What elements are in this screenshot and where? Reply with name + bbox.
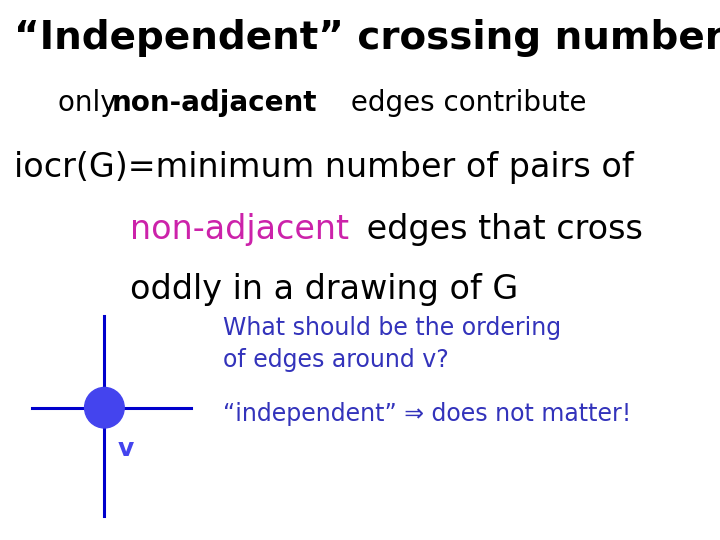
Text: non-adjacent: non-adjacent (130, 213, 348, 246)
Ellipse shape (85, 388, 124, 428)
Text: “independent” ⇒ does not matter!: “independent” ⇒ does not matter! (223, 402, 631, 426)
Text: v: v (117, 437, 134, 461)
Text: of edges around v?: of edges around v? (223, 348, 449, 372)
Text: oddly in a drawing of G: oddly in a drawing of G (130, 273, 518, 306)
Text: non-adjacent: non-adjacent (112, 89, 317, 117)
Text: edges contribute: edges contribute (342, 89, 587, 117)
Text: What should be the ordering: What should be the ordering (223, 316, 562, 340)
Text: “Independent” crossing numbers: “Independent” crossing numbers (14, 19, 720, 57)
Text: iocr(G)=minimum number of pairs of: iocr(G)=minimum number of pairs of (14, 151, 634, 184)
Text: only: only (58, 89, 125, 117)
Text: edges that cross: edges that cross (356, 213, 643, 246)
